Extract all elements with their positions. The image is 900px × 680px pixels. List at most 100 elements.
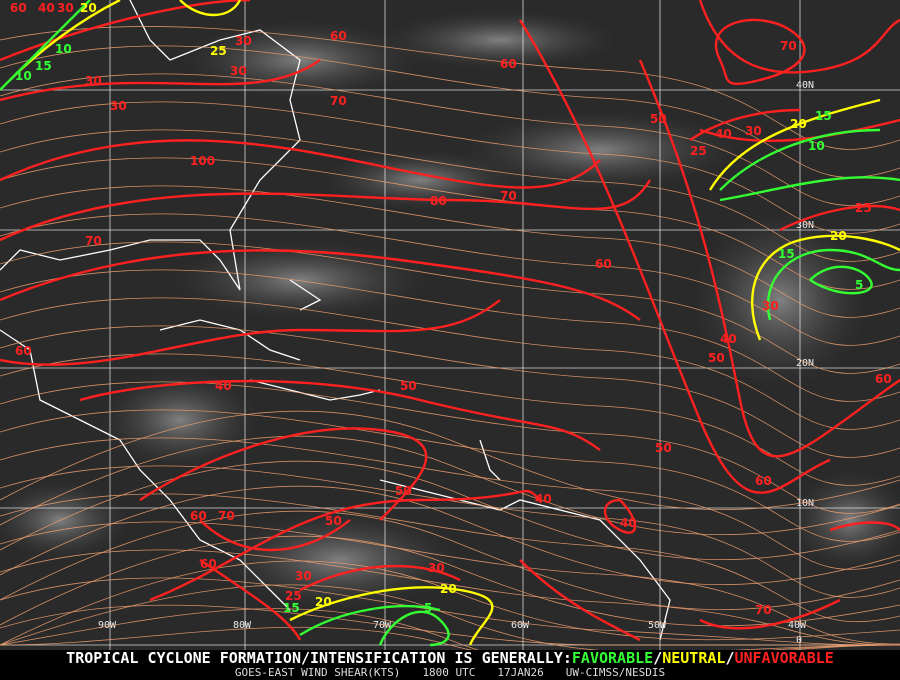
contour-label: 20 [440,582,457,596]
contour-label: 30 [85,74,102,88]
cloud [690,210,870,390]
contour-label: 70 [85,234,102,248]
streamline [0,410,900,511]
contour-label: 30 [110,99,127,113]
contour-label: 20 [80,1,97,15]
cloud [0,480,130,560]
headline-prefix: TROPICAL CYCLONE FORMATION/INTENSIFICATI… [66,649,572,667]
streamline [0,325,900,458]
streamline [0,101,900,234]
contour-label: 60 [875,372,892,386]
contour-label: 60 [500,57,517,71]
contour-label: 15 [815,109,832,123]
longitude-label: 40W [788,620,807,631]
contour-label: 60 [190,509,207,523]
contour-label: 60 [200,557,217,571]
contour-label: 25 [855,201,872,215]
cloud [460,110,740,190]
footer: TROPICAL CYCLONE FORMATION/INTENSIFICATI… [0,650,900,680]
shear-contour [179,0,242,17]
latitude-label: 40N [796,80,814,91]
shear-contour [0,139,601,189]
streamline [0,521,900,645]
contour-label: 50 [395,484,412,498]
shear-contour [698,0,900,74]
shear-contour [0,179,652,242]
shear-contour [603,498,637,534]
contour-label: 60 [755,474,772,488]
contour-label: 60 [330,29,347,43]
shear-contour [299,564,461,592]
streamline [0,437,900,570]
contour-label: 40 [620,516,637,530]
contour-label: 70 [500,189,517,203]
contour-label: 20 [790,117,807,131]
shear-contour [519,559,641,642]
streamline [0,353,900,486]
shear-contour [0,59,321,102]
shear-contour [719,128,900,202]
contour-label: 5 [855,278,863,292]
product-date: 17JAN26 [497,666,544,679]
contour-label: 40 [38,1,55,15]
streamline [0,493,900,623]
streamline [0,185,900,318]
streamline [0,510,900,611]
streamline [0,381,900,514]
streamline [0,626,900,650]
contour-label: 50 [325,514,342,528]
contour-label: 25 [285,589,302,603]
contour-label: 70 [780,39,797,53]
contour-label: 50 [655,441,672,455]
shear-contour [689,108,801,141]
headline: TROPICAL CYCLONE FORMATION/INTENSIFICATI… [0,650,900,666]
contour-label: 40 [720,332,737,346]
coastline [249,379,381,401]
contour-label: 10 [55,42,72,56]
shear-contour [750,234,900,341]
shear-contour [0,299,501,366]
contour-label: 70 [218,509,235,523]
shear-contour [199,559,302,641]
streamline [0,45,900,178]
contour-label: 40 [715,127,732,141]
shear-contour [699,118,900,143]
contour-label: 15 [35,59,52,73]
neutral-label: NEUTRAL [662,649,726,667]
streamline [0,604,900,646]
contour-label: 20 [830,229,847,243]
contour-label: 10 [15,69,32,83]
shear-contour [0,0,91,91]
contour-label: 60 [10,1,27,15]
cloud [100,370,260,470]
contour-label: 30 [762,299,779,313]
longitude-label: 70W [373,620,392,631]
product-time: 1800 UTC [422,666,476,679]
favorable-label: FAVORABLE [571,649,654,667]
contour-label: 5 [424,601,432,615]
shear-contour [299,605,441,637]
contour-label: 30 [235,34,252,48]
shear-contour [149,489,541,602]
cloud [790,470,900,570]
contour-label: 30 [745,124,762,138]
contour-label: 80 [430,194,447,208]
streamline [0,465,900,598]
latitude-label: 0 [796,635,802,646]
streamline [0,409,900,542]
streamline [0,213,900,346]
product-info: GOES-EAST WIND SHEAR(KTS) 1800 UTC 17JAN26… [0,666,900,679]
streamline [0,549,900,646]
shear-contour [289,586,494,646]
contour-label: 25 [210,44,227,58]
contour-label: 100 [190,154,215,168]
contour-label: 50 [708,351,725,365]
separator: / [653,649,663,667]
contour-label: 40 [535,492,552,506]
longitude-label: 60W [511,620,530,631]
latitude-label: 30N [796,220,814,231]
shear-contour [829,521,900,532]
shear-contour [714,18,806,86]
